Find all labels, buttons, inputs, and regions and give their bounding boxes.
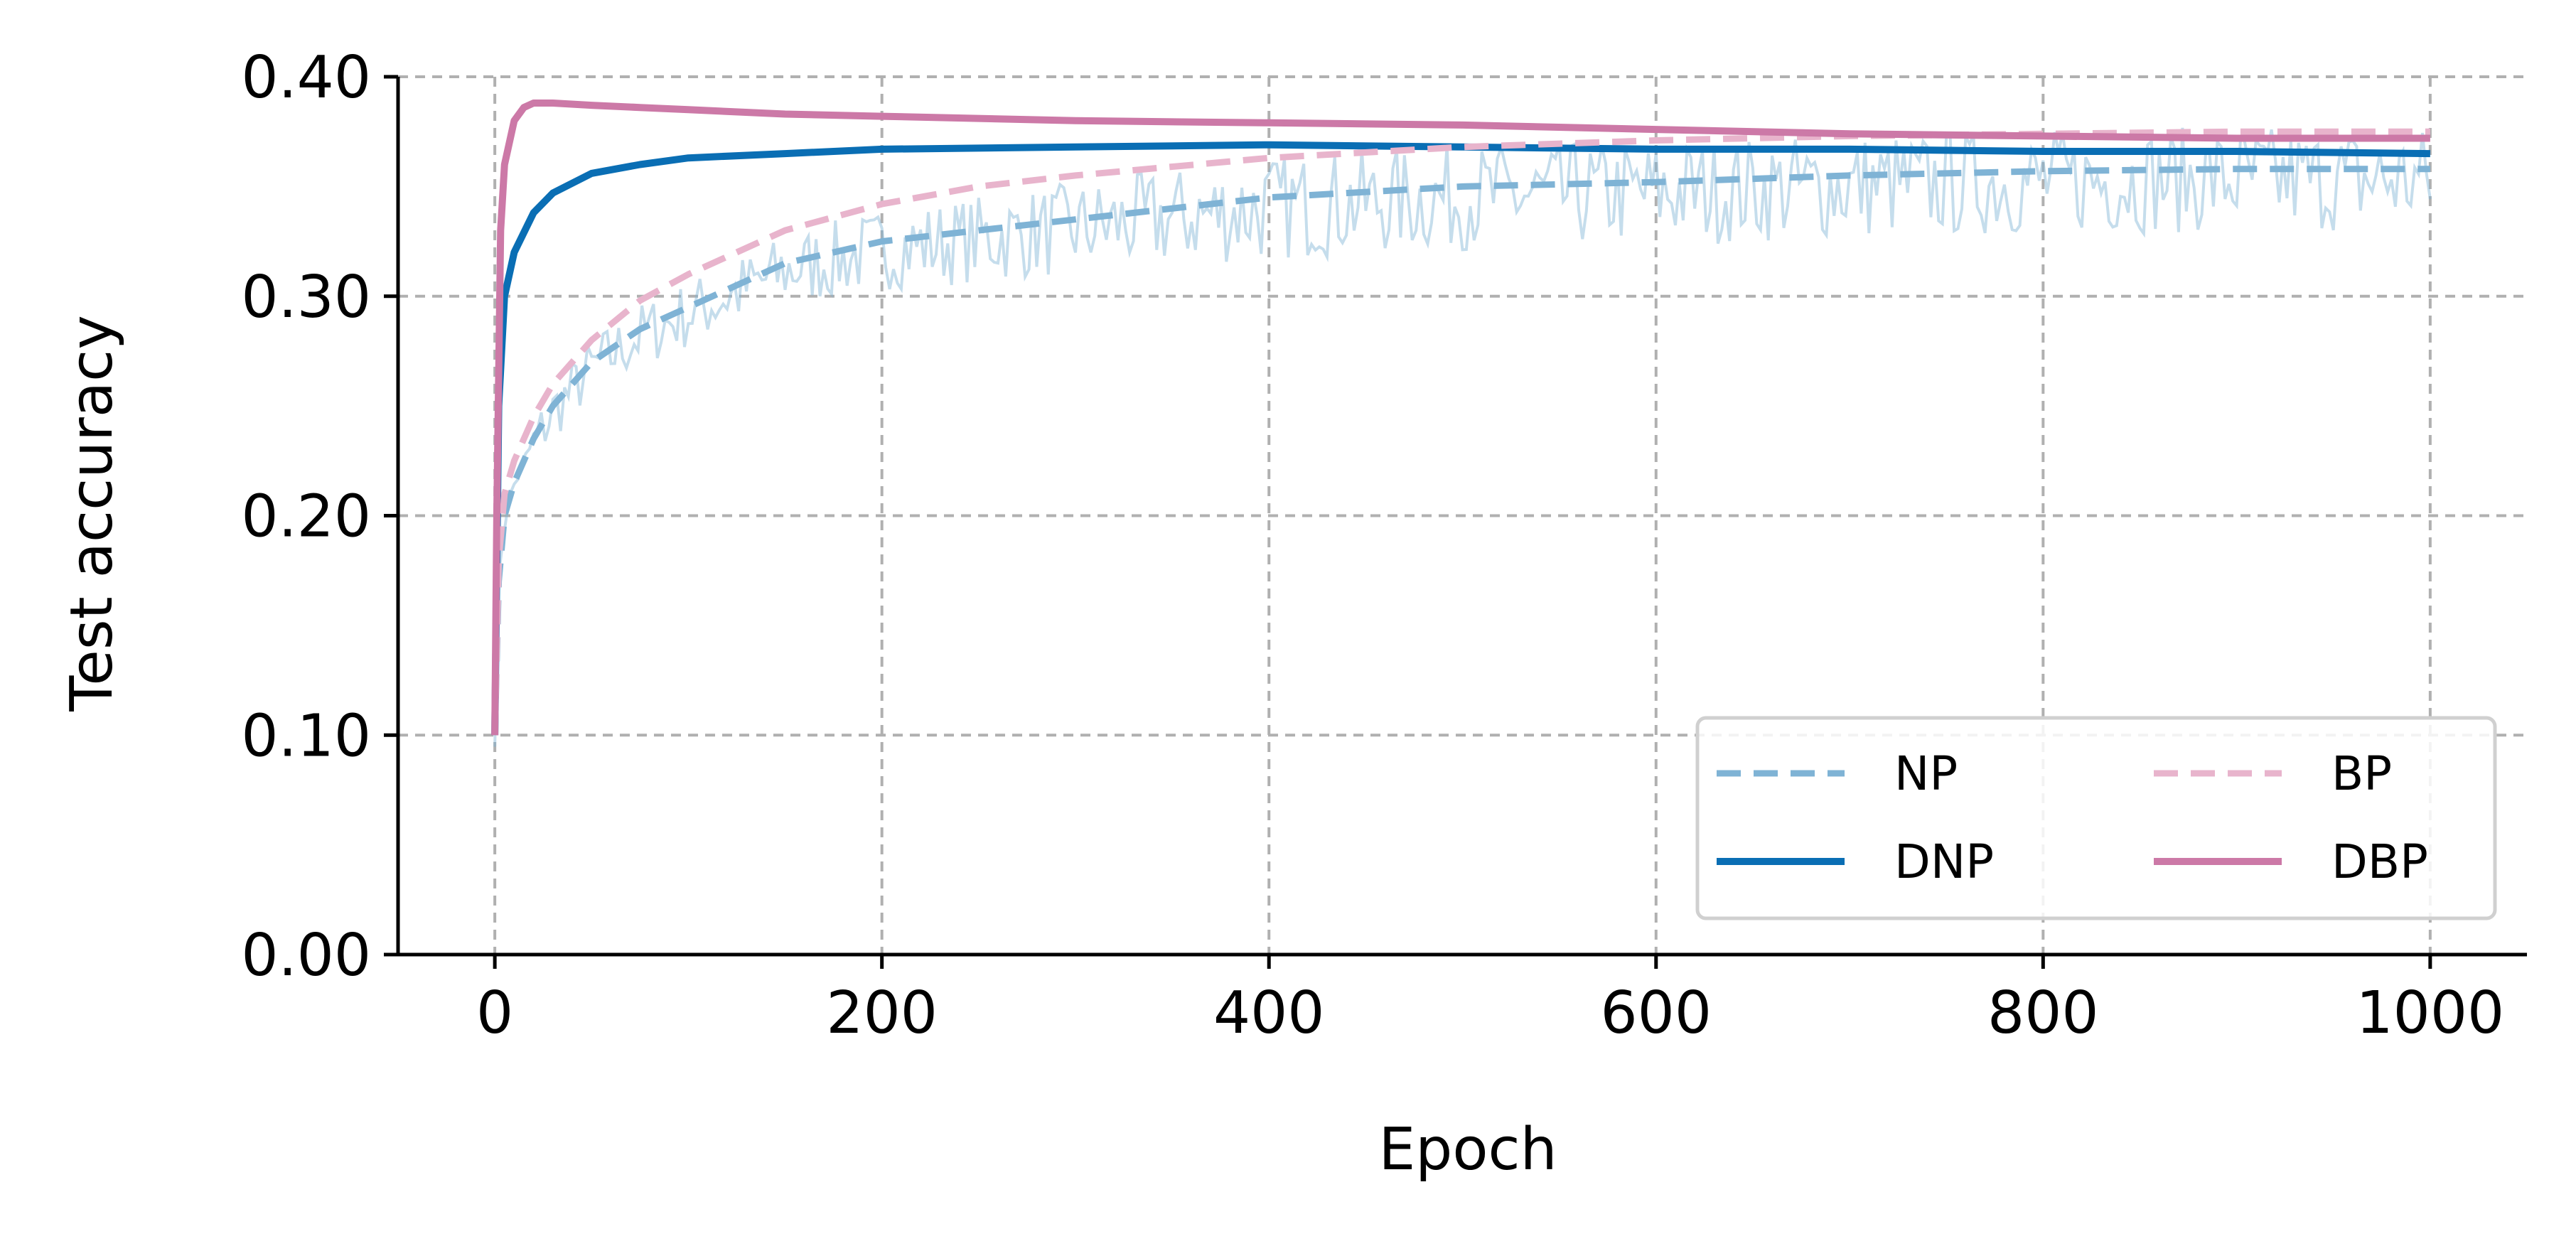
legend-label-np: NP [1894, 746, 1958, 801]
legend-label-dnp: DNP [1894, 834, 1994, 889]
series-layer [491, 100, 2430, 736]
grid-layer [398, 75, 2527, 955]
series-bp-line [491, 128, 2430, 736]
x-tick-label: 600 [1601, 979, 1712, 1047]
legend-label-dbp: DBP [2331, 834, 2428, 889]
series-np-noise [493, 127, 2432, 747]
y-tick-label: 0.00 [241, 922, 371, 989]
y-tick-label: 0.20 [241, 483, 371, 551]
series-dnp-line [491, 141, 2430, 736]
legend: NP BP DNP DBP [1695, 716, 2497, 920]
x-axis-label: Epoch [1378, 1116, 1557, 1183]
series-dbp-line [491, 100, 2430, 736]
x-tick-label: 800 [1987, 979, 2099, 1047]
noise-band-layer [493, 127, 2432, 747]
x-tick-label: 200 [826, 979, 938, 1047]
y-tick-label: 0.30 [241, 264, 371, 331]
legend-label-bp: BP [2331, 746, 2392, 801]
y-axis-label: Test accuracy [58, 315, 126, 712]
x-tick-label: 400 [1213, 979, 1325, 1047]
y-tick-label: 0.40 [241, 44, 371, 112]
series-np-line [491, 166, 2430, 736]
axes-layer: 0 200 400 600 800 1000 0.00 0.10 0.20 0.30 0.40 [241, 44, 2527, 1047]
y-tick-label: 0.10 [241, 702, 371, 770]
x-tick-label: 1000 [2356, 979, 2505, 1047]
legend-frame [1695, 716, 2497, 920]
x-tick-label: 0 [476, 979, 513, 1047]
